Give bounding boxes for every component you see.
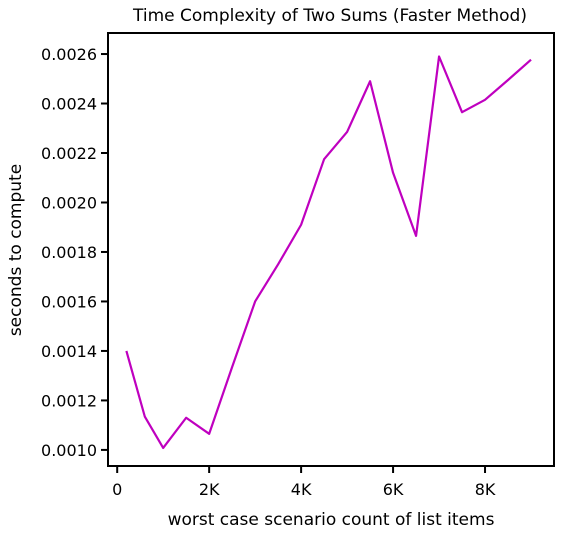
x-tick-label: 4K (291, 480, 312, 499)
y-tick-label: 0.0010 (41, 441, 97, 460)
y-tick-label: 0.0012 (41, 391, 97, 410)
y-tick-label: 0.0026 (41, 45, 97, 64)
chart-title: Time Complexity of Two Sums (Faster Meth… (132, 6, 527, 26)
y-tick-label: 0.0022 (41, 144, 97, 163)
y-tick-label: 0.0014 (41, 342, 97, 361)
x-tick-label: 6K (383, 480, 404, 499)
x-axis-ticks: 0 2K 4K 6K 8K (112, 466, 496, 499)
y-tick-label: 0.0024 (41, 95, 97, 114)
x-tick-label: 2K (199, 480, 220, 499)
series-line (125, 55, 532, 450)
plot-frame (107, 32, 555, 467)
plot-lines (125, 55, 532, 450)
y-tick-label: 0.0018 (41, 243, 97, 262)
y-axis-ticks: 0.0010 0.0012 0.0014 0.0016 0.0018 0.0020 0.00… (41, 45, 108, 460)
x-axis-label: worst case scenario count of list items (168, 510, 495, 530)
y-tick-label: 0.0016 (41, 292, 97, 311)
x-tick-label: 0 (112, 480, 122, 499)
x-tick-label: 8K (475, 480, 496, 499)
y-axis-label: seconds to compute (6, 164, 26, 336)
y-tick-label: 0.0020 (41, 193, 97, 212)
